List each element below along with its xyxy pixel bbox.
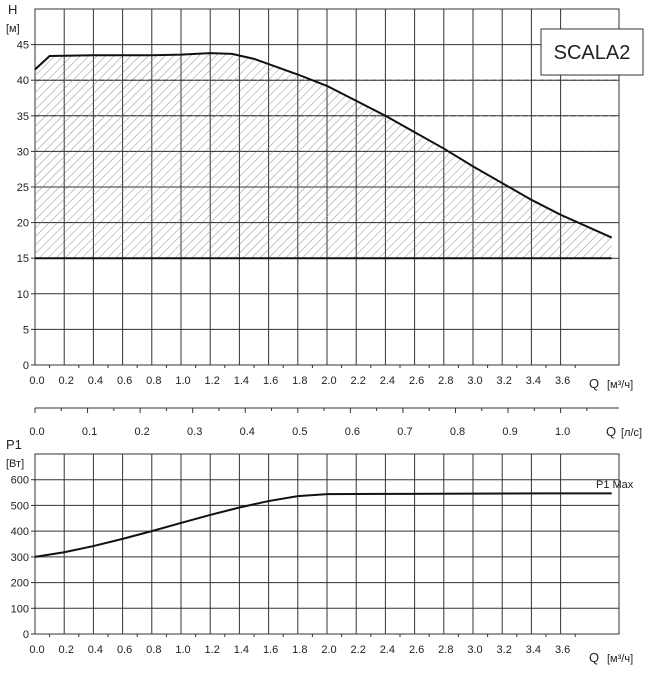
head-xtick-label: 3.4 xyxy=(526,375,541,387)
flow-tick-label: 0.7 xyxy=(397,426,412,438)
head-xtick-label: 0.4 xyxy=(88,375,103,387)
head-xtick-label: 3.2 xyxy=(497,375,512,387)
head-xtick-label: 3.6 xyxy=(555,375,570,387)
head-ytick-label: 0 xyxy=(23,360,29,372)
head-ytick-label: 35 xyxy=(17,111,29,123)
head-xtick-label: 2.6 xyxy=(409,375,424,387)
head-xtick-label: 2.2 xyxy=(351,375,366,387)
head-xtick-label: 3.0 xyxy=(467,375,482,387)
power-ytick-label: 300 xyxy=(11,552,29,564)
flow-tick-label: 0.6 xyxy=(345,426,360,438)
head-ytick-label: 45 xyxy=(17,40,29,52)
power-xtick-label: 1.8 xyxy=(292,644,307,656)
flow-tick-label: 0.9 xyxy=(502,426,517,438)
head-ytick-label: 10 xyxy=(17,289,29,301)
power-xtick-label: 3.0 xyxy=(467,644,482,656)
power-xtick-label: 2.6 xyxy=(409,644,424,656)
head-xtick-label: 0.6 xyxy=(117,375,132,387)
head-xtick-label: 1.2 xyxy=(205,375,220,387)
model-label-box xyxy=(540,28,644,76)
head-xtick-label: 0.0 xyxy=(29,375,44,387)
flow-axis-name: Q xyxy=(606,424,616,439)
flow-tick-label: 0.3 xyxy=(187,426,202,438)
power-ytick-label: 500 xyxy=(11,500,29,512)
power-xtick-label: 2.4 xyxy=(380,644,395,656)
head-max-curve xyxy=(34,52,613,239)
power-xtick-label: 1.0 xyxy=(175,644,190,656)
power-x-axis-unit: [м³/ч] xyxy=(607,653,633,665)
power-ytick-label: 400 xyxy=(11,526,29,538)
head-x-axis-unit: [м³/ч] xyxy=(607,379,633,391)
power-xtick-label: 0.6 xyxy=(117,644,132,656)
head-xtick-label: 2.0 xyxy=(321,375,336,387)
power-xtick-label: 2.2 xyxy=(351,644,366,656)
head-x-axis-name: Q xyxy=(589,376,599,391)
head-ytick-label: 5 xyxy=(23,324,29,336)
head-hatched-region xyxy=(35,53,612,259)
power-xtick-label: 2.8 xyxy=(438,644,453,656)
power-xtick-label: 1.2 xyxy=(205,644,220,656)
power-x-axis-name: Q xyxy=(589,650,599,665)
head-xtick-label: 0.8 xyxy=(146,375,161,387)
power-xtick-label: 0.2 xyxy=(59,644,74,656)
power-xtick-label: 3.2 xyxy=(497,644,512,656)
head-ytick-label: 30 xyxy=(17,146,29,158)
flow-tick-label: 0.8 xyxy=(450,426,465,438)
power-y-axis-unit: [Вт] xyxy=(6,458,24,470)
power-xtick-label: 0.0 xyxy=(29,644,44,656)
power-ytick-label: 100 xyxy=(11,603,29,615)
flow-tick-label: 0.0 xyxy=(29,426,44,438)
head-y-axis-unit: [м] xyxy=(6,23,20,35)
power-ytick-label: 0 xyxy=(23,629,29,641)
head-ytick-label: 15 xyxy=(17,253,29,265)
model-label: SCALA2 xyxy=(554,42,631,64)
head-ytick-label: 40 xyxy=(17,75,29,87)
flow-tick-label: 0.4 xyxy=(240,426,255,438)
power-ytick-label: 200 xyxy=(11,578,29,590)
head-xtick-label: 1.0 xyxy=(175,375,190,387)
head-ytick-label: 20 xyxy=(17,218,29,230)
flow-tick-label: 0.1 xyxy=(82,426,97,438)
power-xtick-label: 3.6 xyxy=(555,644,570,656)
power-xtick-label: 2.0 xyxy=(321,644,336,656)
power-xtick-label: 0.4 xyxy=(88,644,103,656)
head-xtick-label: 1.6 xyxy=(263,375,278,387)
head-xtick-label: 2.8 xyxy=(438,375,453,387)
power-xtick-label: 1.4 xyxy=(234,644,249,656)
flow-axis-unit: [л/с] xyxy=(621,427,642,439)
head-xtick-label: 0.2 xyxy=(59,375,74,387)
power-y-axis-name: P1 xyxy=(6,437,22,452)
head-y-axis-name: H xyxy=(8,2,17,17)
flow-tick-label: 0.2 xyxy=(134,426,149,438)
power-p1-max-curve xyxy=(34,492,612,558)
power-xtick-label: 0.8 xyxy=(146,644,161,656)
power-xtick-label: 3.4 xyxy=(526,644,541,656)
head-xtick-label: 2.4 xyxy=(380,375,395,387)
power-ytick-label: 600 xyxy=(11,475,29,487)
flow-tick-label: 0.5 xyxy=(292,426,307,438)
head-xtick-label: 1.4 xyxy=(234,375,249,387)
flow-tick-label: 1.0 xyxy=(555,426,570,438)
power-xtick-label: 1.6 xyxy=(263,644,278,656)
head-ytick-label: 25 xyxy=(17,182,29,194)
head-xtick-label: 1.8 xyxy=(292,375,307,387)
power-series-label: P1 Max xyxy=(596,479,634,491)
